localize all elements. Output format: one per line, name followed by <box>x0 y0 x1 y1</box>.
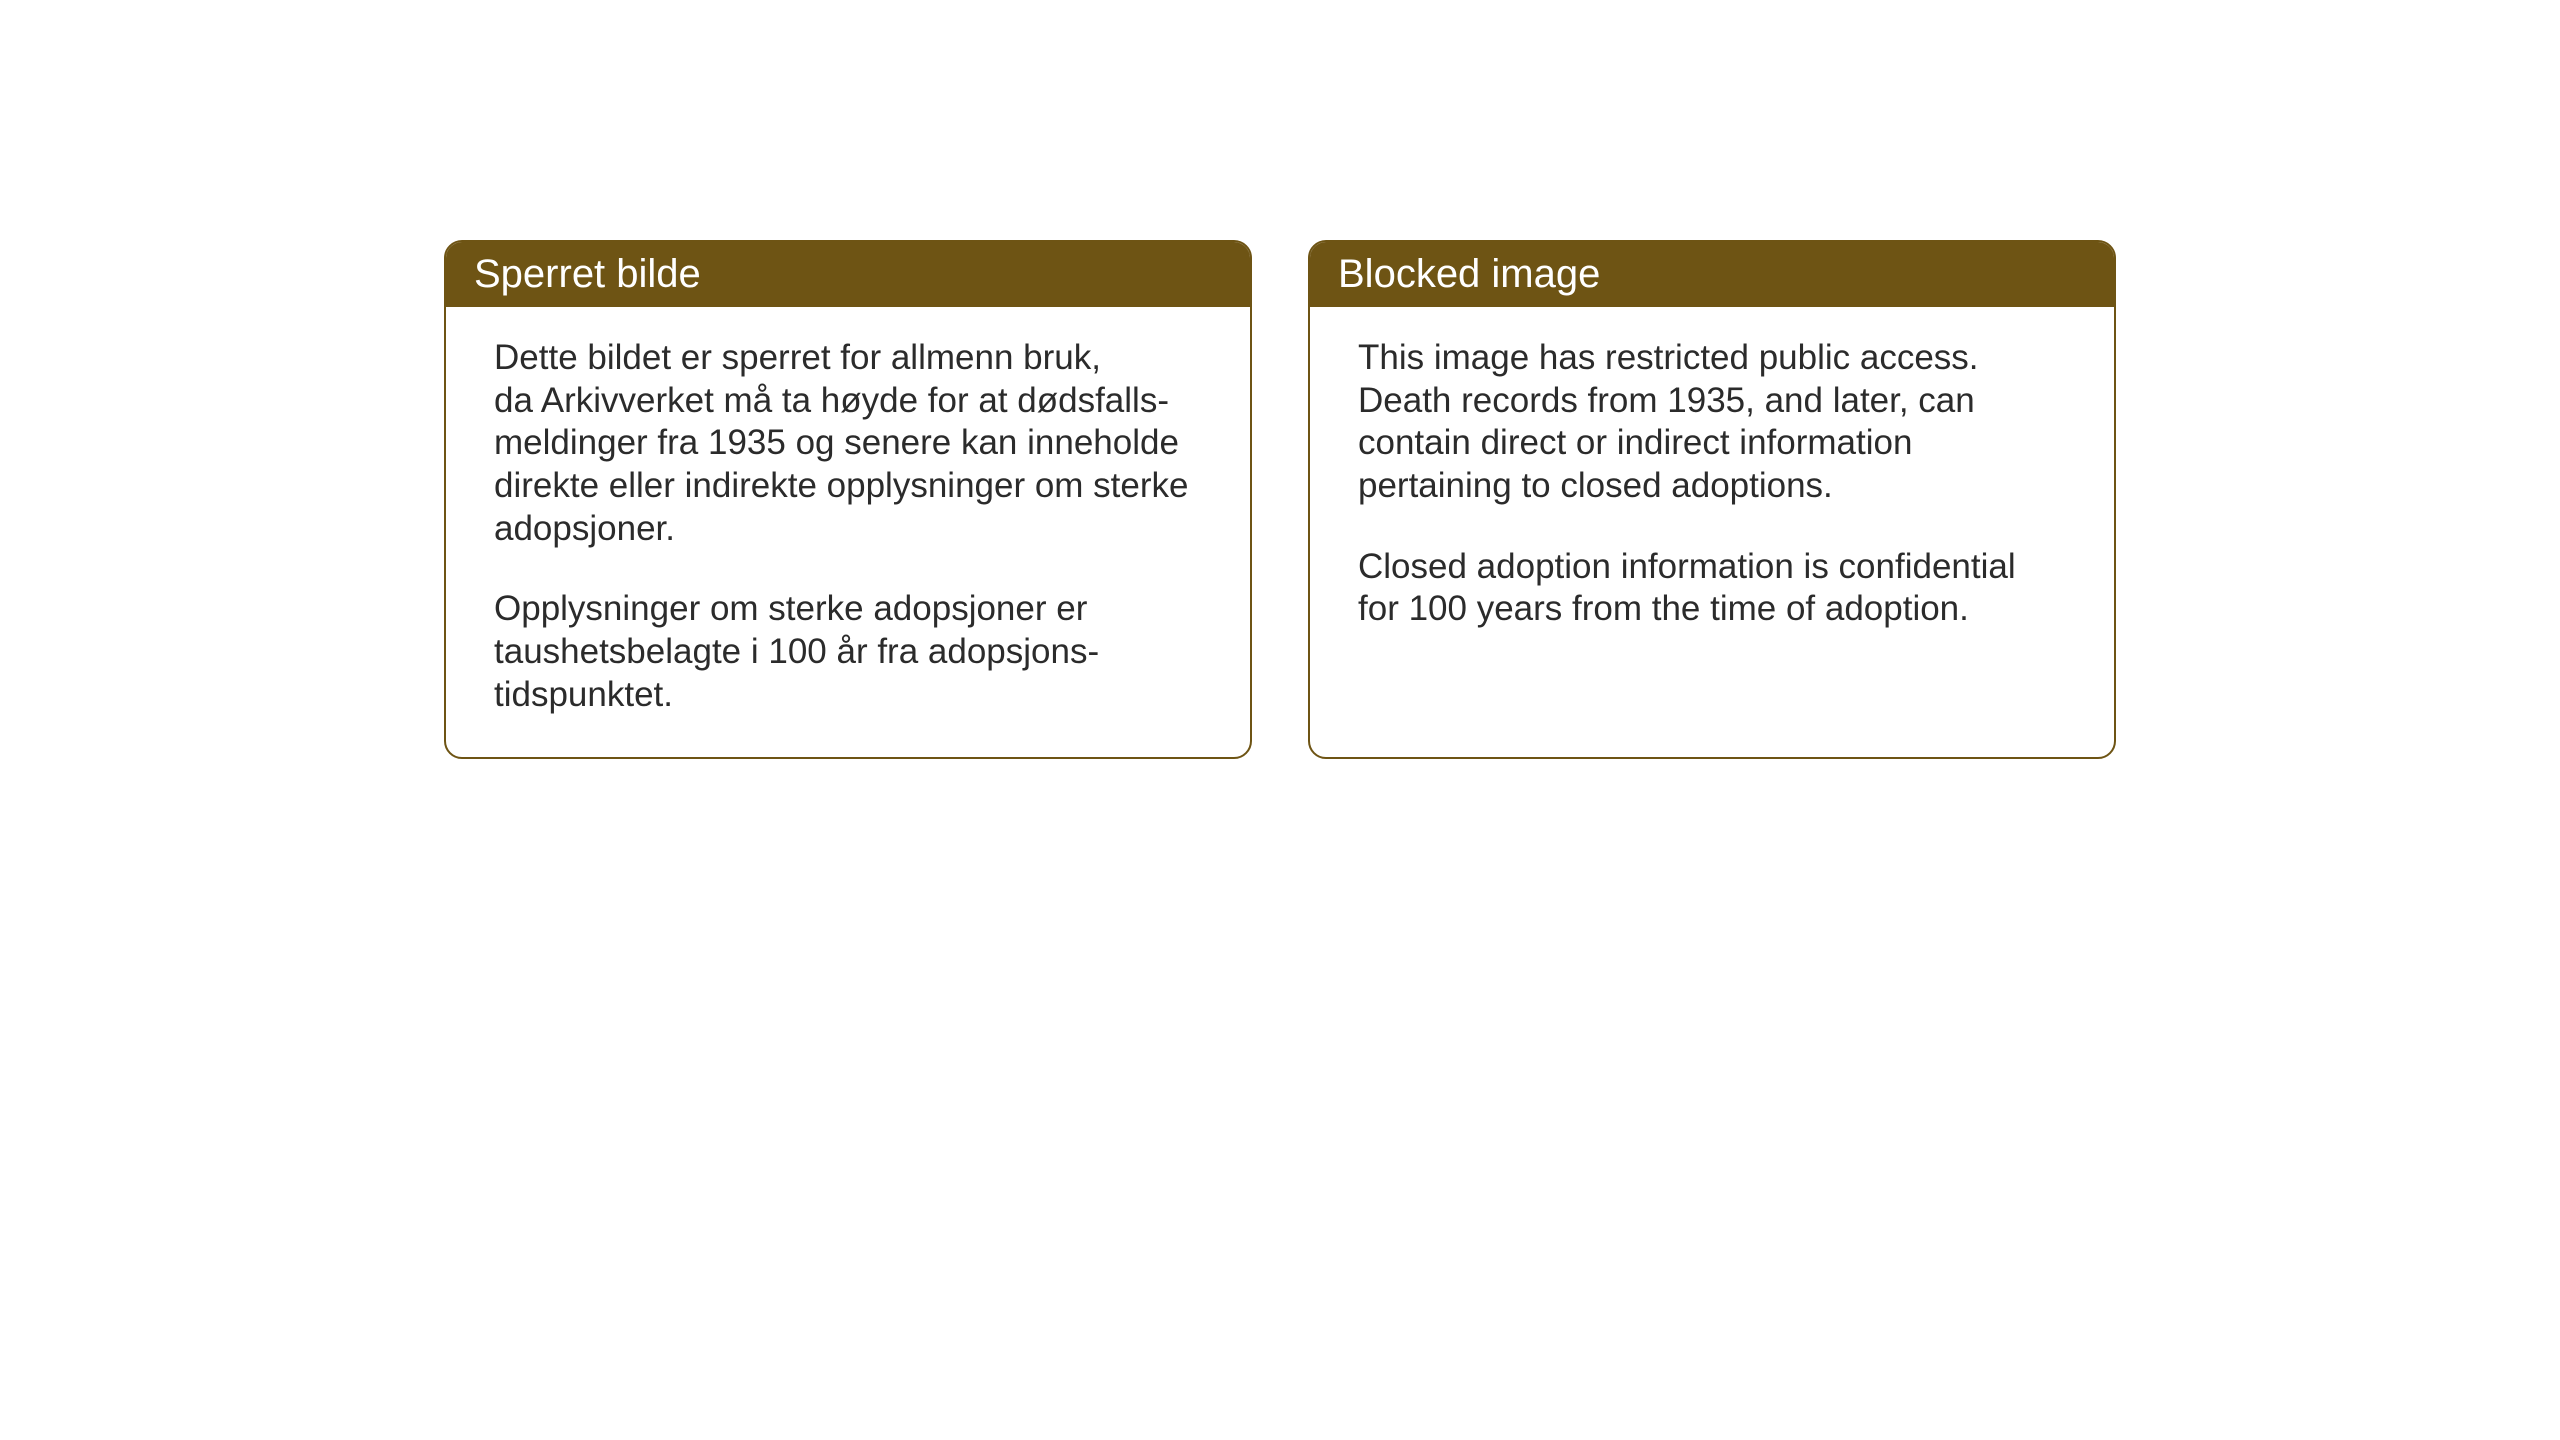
card-body-norwegian: Dette bildet er sperret for allmenn bruk… <box>446 307 1250 757</box>
notice-cards-container: Sperret bilde Dette bildet er sperret fo… <box>444 240 2116 759</box>
card-paragraph-1: This image has restricted public access.… <box>1358 337 2066 508</box>
card-paragraph-2: Closed adoption information is confident… <box>1358 546 2066 631</box>
notice-card-english: Blocked image This image has restricted … <box>1308 240 2116 759</box>
card-header-english: Blocked image <box>1310 242 2114 307</box>
card-header-norwegian: Sperret bilde <box>446 242 1250 307</box>
card-paragraph-1: Dette bildet er sperret for allmenn bruk… <box>494 337 1202 550</box>
card-paragraph-2: Opplysninger om sterke adopsjoner er tau… <box>494 588 1202 716</box>
card-body-english: This image has restricted public access.… <box>1310 307 2114 671</box>
notice-card-norwegian: Sperret bilde Dette bildet er sperret fo… <box>444 240 1252 759</box>
